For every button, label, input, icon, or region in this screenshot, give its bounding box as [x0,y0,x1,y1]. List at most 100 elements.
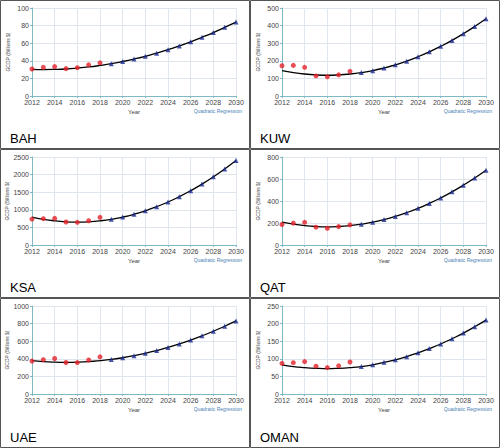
svg-text:1000: 1000 [13,303,29,310]
svg-text:20: 20 [21,75,29,82]
svg-text:2012: 2012 [274,99,290,106]
svg-text:400: 400 [267,198,279,205]
svg-text:2014: 2014 [297,248,313,255]
svg-text:80: 80 [21,22,29,29]
svg-text:1000: 1000 [13,206,29,213]
svg-text:250: 250 [267,303,279,310]
svg-text:2020: 2020 [115,397,131,404]
svg-text:UAE: UAE [10,430,37,445]
svg-text:BAH: BAH [10,131,37,146]
svg-text:KSA: KSA [10,280,36,295]
svg-text:OMAN: OMAN [260,430,299,445]
svg-text:2016: 2016 [320,248,336,255]
svg-text:800: 800 [17,320,29,327]
svg-text:2012: 2012 [24,248,40,255]
svg-text:2018: 2018 [342,248,358,255]
svg-text:2018: 2018 [342,99,358,106]
svg-text:Quadratic Regression: Quadratic Regression [444,108,493,114]
svg-text:2030: 2030 [228,248,244,255]
svg-text:2026: 2026 [183,397,199,404]
svg-text:2028: 2028 [456,99,472,106]
svg-text:GCDP (Billions $): GCDP (Billions $) [255,32,261,71]
svg-text:100: 100 [17,5,29,12]
svg-text:2028: 2028 [206,99,222,106]
svg-text:2030: 2030 [478,248,494,255]
svg-text:2026: 2026 [433,99,449,106]
svg-text:2012: 2012 [24,397,40,404]
svg-text:150: 150 [267,338,279,345]
svg-text:2030: 2030 [478,99,494,106]
svg-text:2024: 2024 [410,397,426,404]
svg-text:2024: 2024 [160,248,176,255]
svg-text:400: 400 [267,22,279,29]
svg-text:2024: 2024 [410,248,426,255]
svg-text:2014: 2014 [47,397,63,404]
svg-text:2022: 2022 [388,99,404,106]
svg-text:Quadratic Regression: Quadratic Regression [194,257,243,263]
svg-text:2020: 2020 [115,248,131,255]
svg-text:2014: 2014 [297,99,313,106]
svg-text:Year: Year [378,407,390,413]
svg-text:2020: 2020 [365,99,381,106]
svg-text:GCDP (Billions $): GCDP (Billions $) [4,181,10,220]
svg-text:200: 200 [267,220,279,227]
svg-text:2016: 2016 [320,397,336,404]
svg-text:2022: 2022 [138,99,154,106]
svg-text:800: 800 [267,154,279,161]
svg-text:Quadratic Regression: Quadratic Regression [194,406,243,412]
svg-text:2022: 2022 [138,248,154,255]
svg-text:500: 500 [267,5,279,12]
svg-text:2028: 2028 [456,397,472,404]
svg-text:2012: 2012 [274,248,290,255]
svg-text:2028: 2028 [206,397,222,404]
svg-text:200: 200 [267,320,279,327]
svg-text:2016: 2016 [320,99,336,106]
svg-text:2026: 2026 [183,248,199,255]
svg-text:2026: 2026 [183,99,199,106]
svg-text:Year: Year [128,258,140,264]
svg-text:100: 100 [267,75,279,82]
svg-text:40: 40 [21,57,29,64]
svg-text:2022: 2022 [388,397,404,404]
svg-text:Year: Year [378,109,390,115]
svg-text:2000: 2000 [13,171,29,178]
svg-text:600: 600 [267,176,279,183]
svg-text:2018: 2018 [92,397,108,404]
svg-text:Year: Year [128,407,140,413]
svg-text:2500: 2500 [13,154,29,161]
svg-text:Year: Year [378,258,390,264]
svg-text:50: 50 [271,373,279,380]
svg-text:GCDP (Billions $): GCDP (Billions $) [5,32,11,71]
svg-text:Year: Year [128,109,140,115]
svg-text:200: 200 [17,373,29,380]
svg-text:Quadratic Regression: Quadratic Regression [444,257,493,263]
svg-text:400: 400 [17,355,29,362]
svg-text:2030: 2030 [478,397,494,404]
svg-text:2028: 2028 [206,248,222,255]
svg-text:GCDP (Billions $): GCDP (Billions $) [255,181,261,220]
svg-text:300: 300 [267,40,279,47]
svg-text:1500: 1500 [13,189,29,196]
svg-text:Quadratic Regression: Quadratic Regression [444,406,493,412]
svg-text:60: 60 [21,40,29,47]
svg-text:2022: 2022 [388,248,404,255]
svg-text:2016: 2016 [70,248,86,255]
svg-text:2026: 2026 [433,397,449,404]
svg-text:QAT: QAT [260,280,286,295]
svg-text:2030: 2030 [228,99,244,106]
svg-text:2012: 2012 [274,397,290,404]
svg-text:2024: 2024 [410,99,426,106]
svg-text:600: 600 [17,338,29,345]
svg-text:KUW: KUW [260,131,291,146]
svg-text:2012: 2012 [24,99,40,106]
svg-text:2028: 2028 [456,248,472,255]
svg-text:2016: 2016 [70,99,86,106]
svg-text:2018: 2018 [92,99,108,106]
svg-text:2022: 2022 [138,397,154,404]
svg-text:2020: 2020 [115,99,131,106]
svg-text:2024: 2024 [160,397,176,404]
svg-text:100: 100 [267,355,279,362]
svg-text:2016: 2016 [70,397,86,404]
svg-text:2018: 2018 [92,248,108,255]
svg-text:2024: 2024 [160,99,176,106]
